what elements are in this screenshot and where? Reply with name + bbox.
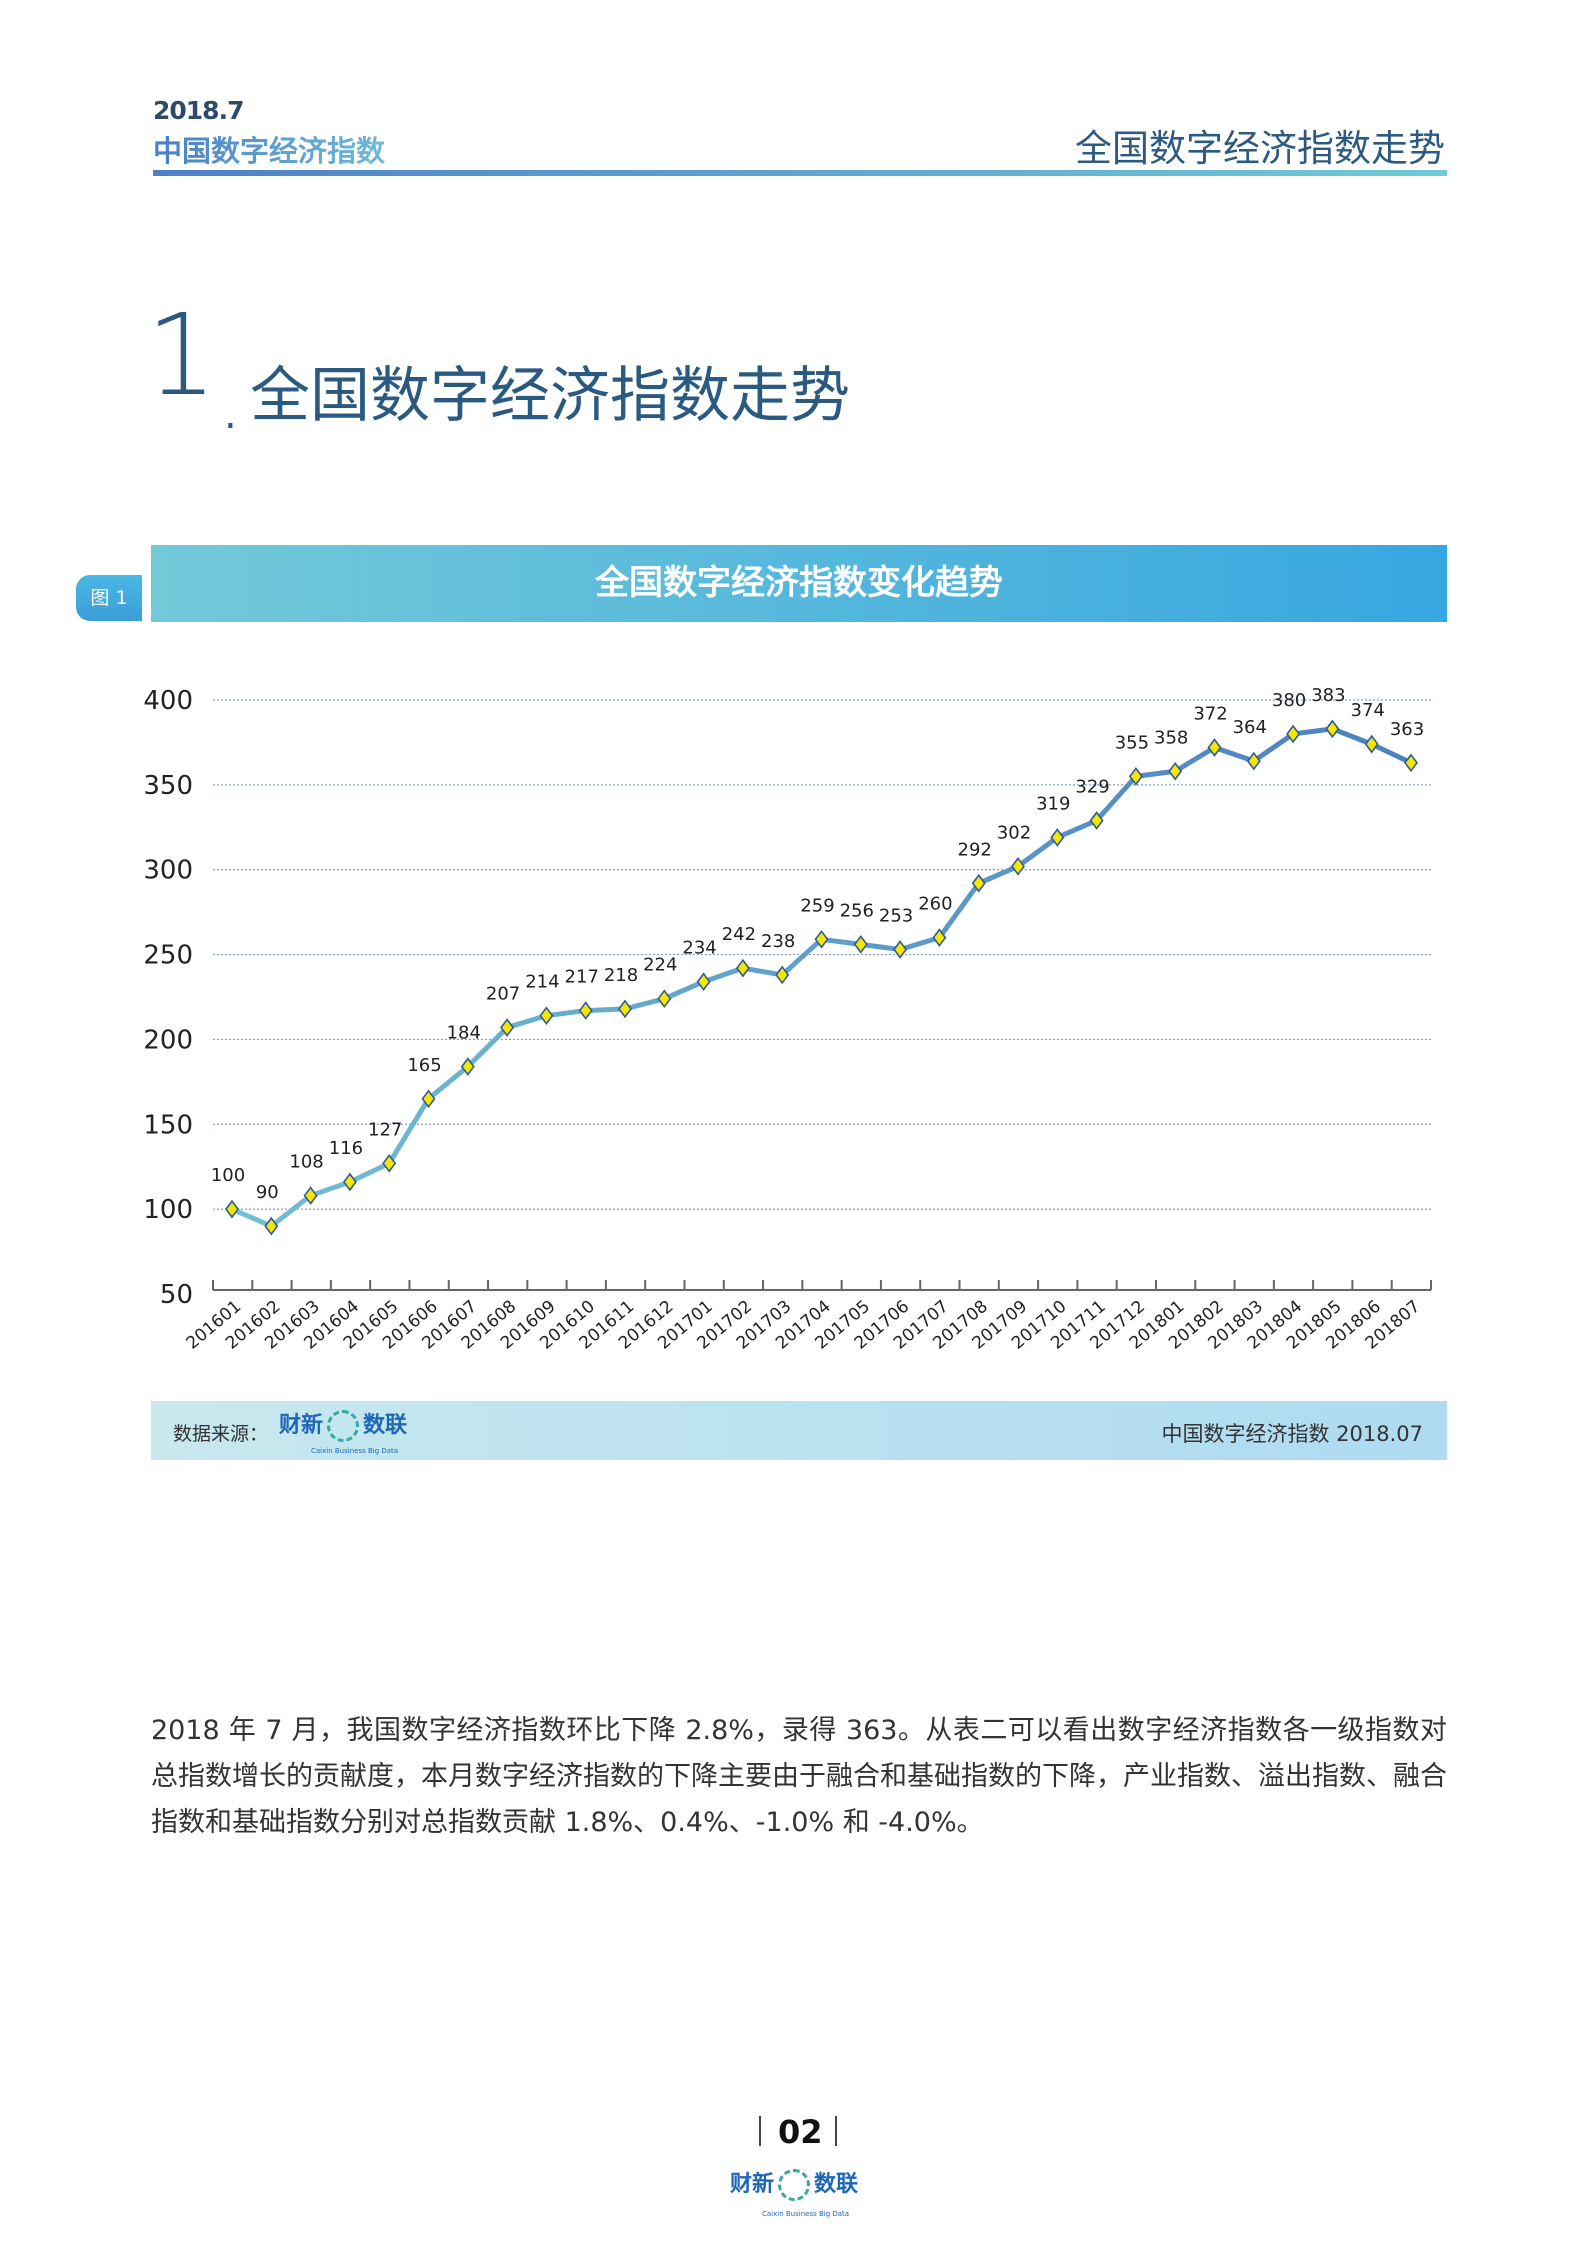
section-number: 1: [146, 291, 218, 421]
data-point: [893, 940, 908, 959]
data-point: [696, 972, 711, 992]
section-dot: .: [224, 392, 237, 438]
logo-subtitle: Caixin Business Big Data: [311, 1447, 399, 1455]
data-point: [1050, 828, 1065, 847]
data-label: 380: [1272, 690, 1306, 711]
data-point: [1089, 811, 1104, 830]
data-label: 207: [486, 984, 520, 1005]
data-label: 302: [997, 822, 1031, 843]
source-bar: 数据来源： 财新 数联 Caixin Business Big Data 中国数字…: [151, 1401, 1447, 1460]
figure-title-banner: 全国数字经济指数变化趋势: [151, 545, 1447, 622]
header-year: 2018.7: [153, 96, 244, 125]
logo-text-right: 数联: [814, 2172, 859, 2197]
data-point: [735, 958, 750, 978]
data-point: [1207, 738, 1222, 757]
data-label: 184: [447, 1023, 481, 1044]
data-label: 214: [525, 972, 559, 993]
logo-text-right: 数联: [363, 1413, 408, 1438]
data-label: 364: [1233, 717, 1267, 738]
data-label: 355: [1115, 732, 1149, 753]
data-label: 372: [1193, 704, 1227, 725]
data-point: [382, 1153, 397, 1173]
data-label: 363: [1390, 719, 1424, 740]
logo-text-left: 财新: [279, 1413, 324, 1438]
data-point: [342, 1172, 357, 1192]
data-point: [264, 1216, 279, 1236]
logo-text-left: 财新: [730, 2172, 775, 2197]
data-label: 238: [761, 931, 795, 952]
y-tick-label: 50: [160, 1280, 193, 1310]
figure-tag: 图 1: [76, 575, 142, 621]
data-label: 383: [1311, 685, 1345, 706]
data-label: 242: [722, 924, 756, 945]
data-label: 218: [604, 965, 638, 986]
footer-logo-subtitle: Caixin Business Big Data: [762, 2210, 850, 2218]
data-label: 224: [643, 955, 677, 976]
data-point: [1404, 753, 1418, 773]
y-tick-label: 250: [143, 941, 193, 971]
y-tick-label: 150: [143, 1110, 193, 1140]
data-label: 256: [840, 900, 874, 921]
data-point: [932, 928, 947, 947]
header-section-title: 全国数字经济指数走势: [1075, 127, 1445, 170]
source-label: 数据来源：: [173, 1423, 269, 1445]
data-point: [539, 1006, 554, 1026]
y-tick-label: 400: [143, 686, 193, 716]
data-point: [421, 1089, 436, 1109]
data-label: 358: [1154, 727, 1188, 748]
footer-logo: 财新 数联: [730, 2168, 858, 2202]
data-point: [1168, 761, 1183, 781]
swirl-icon: [778, 2169, 811, 2201]
data-label: 116: [329, 1138, 363, 1159]
data-point: [460, 1057, 475, 1076]
data-label: 90: [256, 1182, 279, 1203]
data-point: [775, 965, 790, 985]
caixin-logo: 财新 数联: [279, 1409, 407, 1443]
data-label: 260: [918, 894, 952, 915]
data-label: 108: [289, 1152, 323, 1173]
series-line: [231, 726, 1413, 1229]
data-point: [1286, 724, 1301, 744]
body-paragraph: 2018 年 7 月，我国数字经济指数环比下降 2.8%，录得 363。从表二可…: [151, 1715, 1447, 1838]
section-title: 全国数字经济指数走势: [250, 361, 850, 431]
data-point: [1364, 734, 1379, 754]
y-tick-label: 300: [143, 856, 193, 886]
header-brand: 中国数字经济指数: [153, 128, 385, 170]
data-point: [618, 999, 632, 1019]
y-tick-label: 100: [143, 1195, 193, 1225]
data-point: [1246, 751, 1261, 771]
y-tick-label: 350: [143, 771, 193, 801]
data-label: 292: [958, 839, 992, 860]
page-number: 02: [778, 2113, 823, 2151]
data-point: [225, 1199, 239, 1219]
data-label: 100: [211, 1165, 245, 1186]
data-label: 165: [407, 1055, 441, 1076]
source-edition: 中国数字经济指数 2018.07: [1161, 1422, 1423, 1446]
data-point: [657, 989, 672, 1009]
header-divider: [153, 170, 1447, 176]
data-point: [1325, 719, 1340, 739]
data-point: [1128, 767, 1143, 786]
y-tick-label: 200: [143, 1025, 193, 1055]
data-label: 127: [368, 1119, 402, 1140]
page-bar-right: [835, 2116, 837, 2146]
data-point: [500, 1018, 515, 1037]
data-point: [971, 873, 986, 893]
data-label: 253: [879, 905, 913, 926]
data-label: 329: [1075, 776, 1109, 797]
data-point: [1011, 856, 1025, 876]
swirl-icon: [327, 1410, 360, 1442]
data-label: 319: [1036, 793, 1070, 814]
data-label: 374: [1351, 700, 1385, 721]
data-point: [578, 1001, 593, 1020]
data-label: 234: [682, 938, 716, 959]
line-chart: 5010015020025030035040020160120160220160…: [143, 685, 1432, 1354]
data-label: 259: [800, 895, 834, 916]
data-point: [853, 935, 868, 954]
page-bar-left: [759, 2116, 761, 2146]
data-point: [814, 929, 829, 949]
data-point: [303, 1186, 318, 1205]
data-label: 217: [565, 967, 599, 988]
